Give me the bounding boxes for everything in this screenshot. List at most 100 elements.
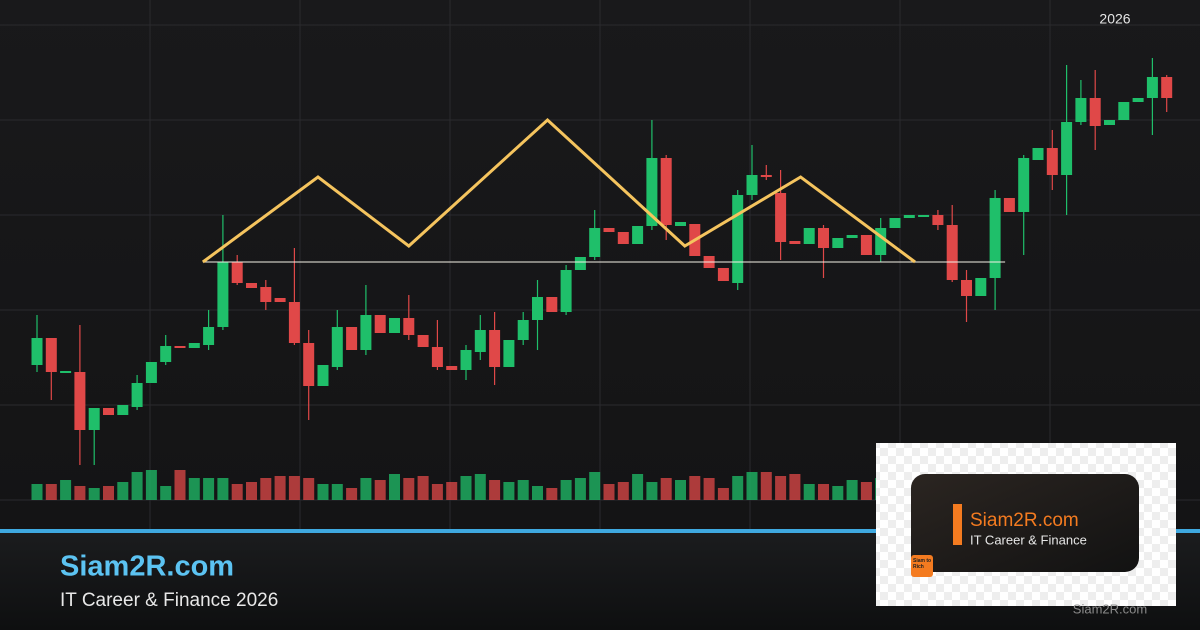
volume-bar xyxy=(818,484,829,500)
candle-body xyxy=(532,297,543,320)
candle-body xyxy=(932,215,944,225)
volume-bar xyxy=(474,474,486,500)
volume-bar xyxy=(675,480,686,500)
footer-site: Siam2R.com xyxy=(1073,601,1147,616)
candle-body xyxy=(74,372,86,430)
badge-box: Siam to Rich xyxy=(913,558,931,570)
candle-body xyxy=(360,315,372,350)
divider xyxy=(0,529,1200,533)
candle-body xyxy=(174,346,186,348)
candle-body xyxy=(660,158,672,225)
candle-body xyxy=(203,327,215,345)
volume-bar xyxy=(517,480,529,500)
candle-body xyxy=(603,228,615,232)
volume-bar xyxy=(860,482,872,500)
card-title: Siam2R.com xyxy=(970,510,1079,531)
candle-body xyxy=(288,302,300,343)
candle-body xyxy=(875,228,887,255)
candle-body xyxy=(389,318,400,333)
volume-bar xyxy=(546,488,558,500)
volume-bar xyxy=(74,486,86,500)
candle-body xyxy=(45,338,57,372)
volume-bar xyxy=(832,486,844,500)
candle-body xyxy=(489,330,501,367)
candle-body xyxy=(1104,120,1115,125)
candle-body xyxy=(760,175,772,177)
brand-subtitle: IT Career & Finance 2026 xyxy=(60,590,278,611)
candle-body xyxy=(617,232,629,244)
volume-bar xyxy=(188,478,200,500)
volume-bar xyxy=(803,484,815,500)
volume-bar xyxy=(231,484,243,500)
volume-bar xyxy=(660,478,672,500)
candle-body xyxy=(88,408,100,430)
volume-bar xyxy=(174,470,186,500)
candle-body xyxy=(946,225,958,280)
candle-body xyxy=(474,330,486,352)
volume-bar xyxy=(331,484,343,500)
candle-body xyxy=(632,226,644,244)
candle-body xyxy=(346,327,358,350)
volume-bar xyxy=(117,482,129,500)
volume-bar xyxy=(689,476,701,500)
candle-body xyxy=(1075,98,1087,122)
candle-body xyxy=(860,235,872,255)
grid xyxy=(0,0,1200,530)
candle-body xyxy=(589,228,601,257)
candle-body xyxy=(1132,98,1144,102)
candle-body xyxy=(303,343,315,386)
period-label: 2026 xyxy=(1099,11,1130,27)
volume-bar xyxy=(103,486,114,500)
candle-body xyxy=(889,218,901,228)
candle-body xyxy=(1118,102,1130,120)
volume-bar xyxy=(632,474,644,500)
candle-body xyxy=(117,405,129,415)
volume-bar xyxy=(431,484,443,500)
volume-bar xyxy=(45,484,57,500)
candle-body xyxy=(374,315,386,333)
candle-body xyxy=(446,366,458,370)
volume-bar xyxy=(317,484,329,500)
volume-bar xyxy=(703,478,715,500)
card xyxy=(911,474,1139,572)
candle-body xyxy=(274,298,286,302)
volume-bar xyxy=(560,480,572,500)
volume-bar xyxy=(617,482,629,500)
volume-bar xyxy=(217,478,229,500)
volume-bar xyxy=(760,472,772,500)
pattern-line xyxy=(201,117,916,264)
candle-body xyxy=(975,278,987,296)
volume-bar xyxy=(460,476,472,500)
volume-bar xyxy=(589,472,601,500)
volume-bar xyxy=(403,478,415,500)
volume-bar xyxy=(646,482,658,500)
candle-body xyxy=(574,257,586,270)
candle-body xyxy=(846,235,858,238)
candle-body xyxy=(675,222,686,226)
volume-bar xyxy=(160,486,172,500)
candle-body xyxy=(646,158,658,226)
volume-bar xyxy=(60,480,72,500)
candle-body xyxy=(746,175,758,195)
candle-body xyxy=(546,297,558,312)
volume-bar xyxy=(303,478,315,500)
volume-bar xyxy=(389,474,400,500)
volume-bar xyxy=(260,478,272,500)
card-accent xyxy=(953,504,962,545)
candle-body xyxy=(145,362,157,383)
badge xyxy=(911,555,933,577)
candle-body xyxy=(417,335,429,347)
volume-bar xyxy=(574,478,586,500)
volume-bar xyxy=(274,476,286,500)
candle-body xyxy=(989,198,1001,278)
volume-bar xyxy=(145,470,157,500)
candle-body xyxy=(1032,148,1044,160)
candle-body xyxy=(317,365,329,386)
candle-body xyxy=(818,228,829,248)
candle-body xyxy=(331,327,343,367)
candle-body xyxy=(717,268,729,281)
volume-bar xyxy=(88,488,100,500)
